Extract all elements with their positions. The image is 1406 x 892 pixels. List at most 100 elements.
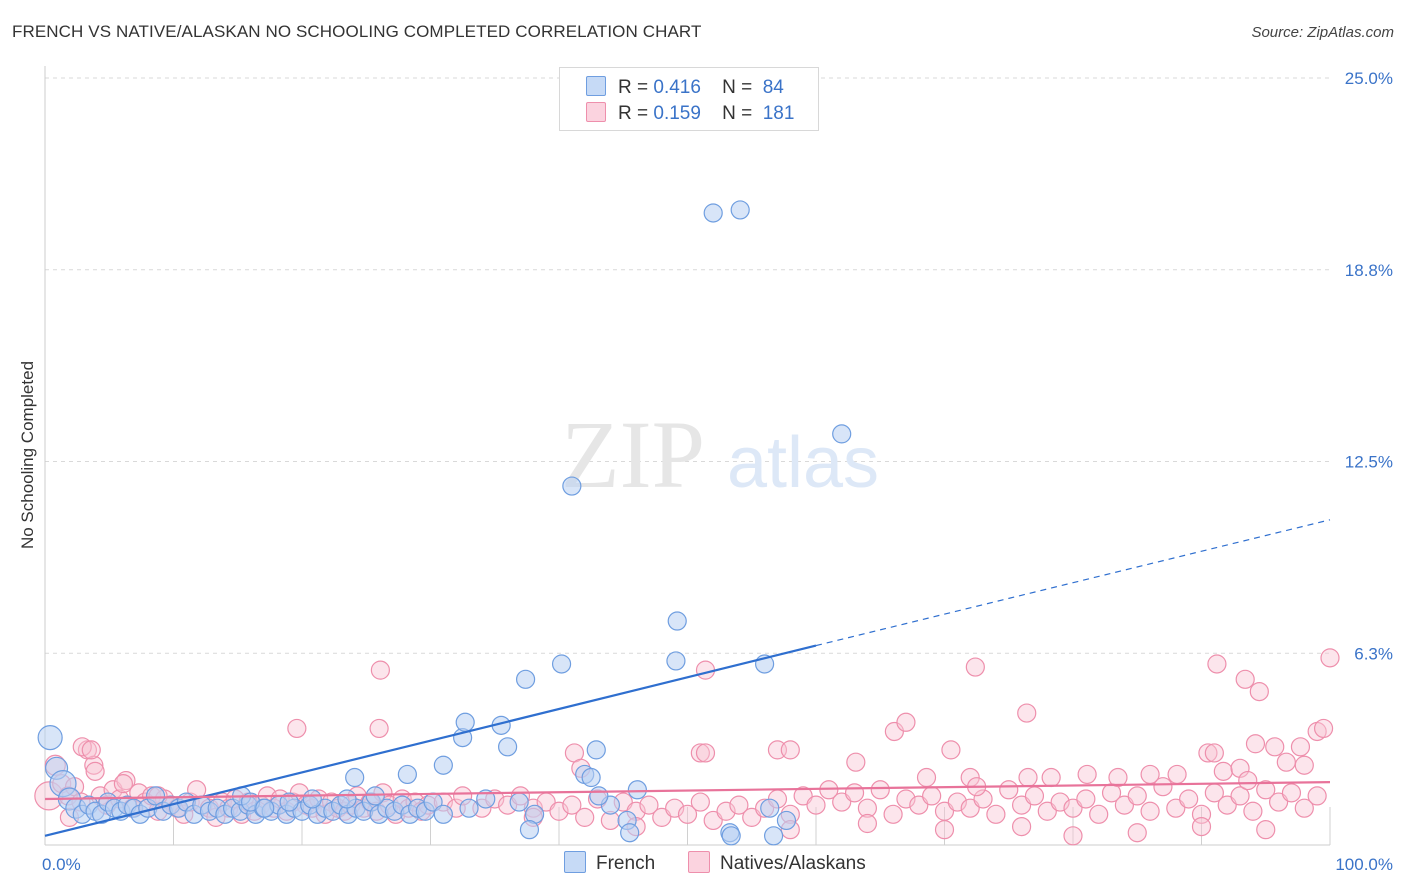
natives-point <box>690 743 710 763</box>
natives-point <box>639 795 659 815</box>
natives-point <box>1207 654 1227 674</box>
french-point <box>145 786 166 806</box>
correlation-legend: R = 0.416 N = 84 R = 0.159 N = 181 <box>559 67 819 131</box>
french-point <box>703 203 723 223</box>
source-label: Source: ZipAtlas.com <box>1251 24 1394 41</box>
natives-point <box>846 752 866 772</box>
french-point <box>730 200 750 220</box>
y-axis-label: No Schooling Completed <box>18 360 37 550</box>
french-point <box>459 798 479 818</box>
natives-point <box>690 792 710 812</box>
natives-point <box>1294 798 1314 818</box>
natives-point <box>1018 767 1038 788</box>
natives-point <box>85 761 105 781</box>
natives-point <box>369 718 389 739</box>
natives-point <box>1041 767 1061 788</box>
natives-point <box>677 804 698 824</box>
french-point <box>562 476 582 496</box>
natives-point <box>1235 669 1255 689</box>
chart-title: FRENCH VS NATIVE/ALASKAN NO SCHOOLING CO… <box>12 22 702 41</box>
french-point <box>551 654 572 674</box>
natives-legend-swatch <box>688 851 710 873</box>
trend-lines <box>44 519 1331 837</box>
natives-point <box>941 740 961 760</box>
legend-row-natives: R = 0.159 N = 181 <box>586 102 794 124</box>
french-trend-line <box>44 644 817 837</box>
watermark: ZIP atlas <box>561 401 879 508</box>
n-label: N = <box>722 103 753 124</box>
natives-point <box>1063 826 1083 846</box>
french-point <box>498 737 518 757</box>
natives-point <box>575 807 595 827</box>
legend-row-french: R = 0.416 N = 84 <box>586 76 784 98</box>
natives-point <box>81 740 101 760</box>
natives-point <box>1256 820 1276 840</box>
natives-swatch <box>586 102 606 122</box>
natives-point <box>1140 801 1160 821</box>
natives-point <box>1024 786 1045 806</box>
natives-point <box>116 770 136 791</box>
natives-trend-line <box>44 781 1331 801</box>
natives-point <box>562 795 582 815</box>
natives-point <box>1230 758 1250 778</box>
natives-point <box>1265 737 1285 757</box>
y-tick-label: 25.0% <box>1345 69 1393 88</box>
french-point <box>433 755 453 775</box>
natives-point <box>1281 783 1302 803</box>
natives-point <box>1077 764 1097 785</box>
natives-point <box>729 795 749 815</box>
french-legend-label: French <box>596 853 656 874</box>
natives-point <box>1017 703 1037 723</box>
french-point <box>515 669 536 689</box>
x-tick-label: 100.0% <box>1335 855 1393 874</box>
natives-point <box>370 660 390 680</box>
natives-point <box>934 820 955 840</box>
natives-point <box>916 767 937 788</box>
french-point <box>666 651 686 671</box>
natives-point <box>965 657 985 677</box>
french-point <box>397 764 417 785</box>
french-point <box>763 826 784 846</box>
natives-point <box>1153 777 1173 797</box>
french-n-value: 84 <box>762 77 784 98</box>
y-tick-label: 18.8% <box>1345 261 1393 280</box>
natives-point <box>1307 786 1327 806</box>
french-point <box>476 789 496 809</box>
natives-point <box>1256 780 1276 800</box>
natives-point <box>1127 786 1147 806</box>
french-point <box>433 804 453 824</box>
natives-point <box>883 804 903 824</box>
natives-point <box>1245 734 1266 754</box>
french-point <box>586 740 606 760</box>
x-tick-label: 0.0% <box>42 855 81 874</box>
french-point <box>255 798 275 818</box>
natives-point <box>986 804 1006 824</box>
french-r-value: 0.416 <box>653 77 701 98</box>
natives-point <box>1089 804 1109 824</box>
natives-point <box>1076 789 1096 809</box>
natives-point <box>1179 789 1199 809</box>
french-point <box>302 789 322 809</box>
french-point <box>337 789 357 809</box>
natives-point <box>287 718 307 739</box>
natives-point <box>1294 755 1314 775</box>
french-point <box>667 611 687 631</box>
natives-point <box>806 795 826 815</box>
natives-point <box>1213 761 1233 781</box>
natives-point <box>1011 816 1032 837</box>
r-label: R = <box>618 77 649 98</box>
series-legend-french: French <box>564 851 655 877</box>
french-point <box>627 780 647 800</box>
series-legend-natives: Natives/Alaskans <box>688 851 866 877</box>
natives-point <box>999 780 1019 800</box>
french-point <box>519 820 540 840</box>
natives-point <box>1313 718 1334 739</box>
natives-point <box>1320 648 1340 668</box>
y-tick-label: 6.3% <box>1354 644 1393 663</box>
tick-labels: 6.3% 12.5% 18.8% 25.0% 0.0% 100.0% <box>42 69 1393 874</box>
natives-point <box>1290 737 1311 757</box>
natives-legend-label: Natives/Alaskans <box>720 853 866 874</box>
natives-point <box>870 780 890 800</box>
n-label: N = <box>722 77 753 98</box>
